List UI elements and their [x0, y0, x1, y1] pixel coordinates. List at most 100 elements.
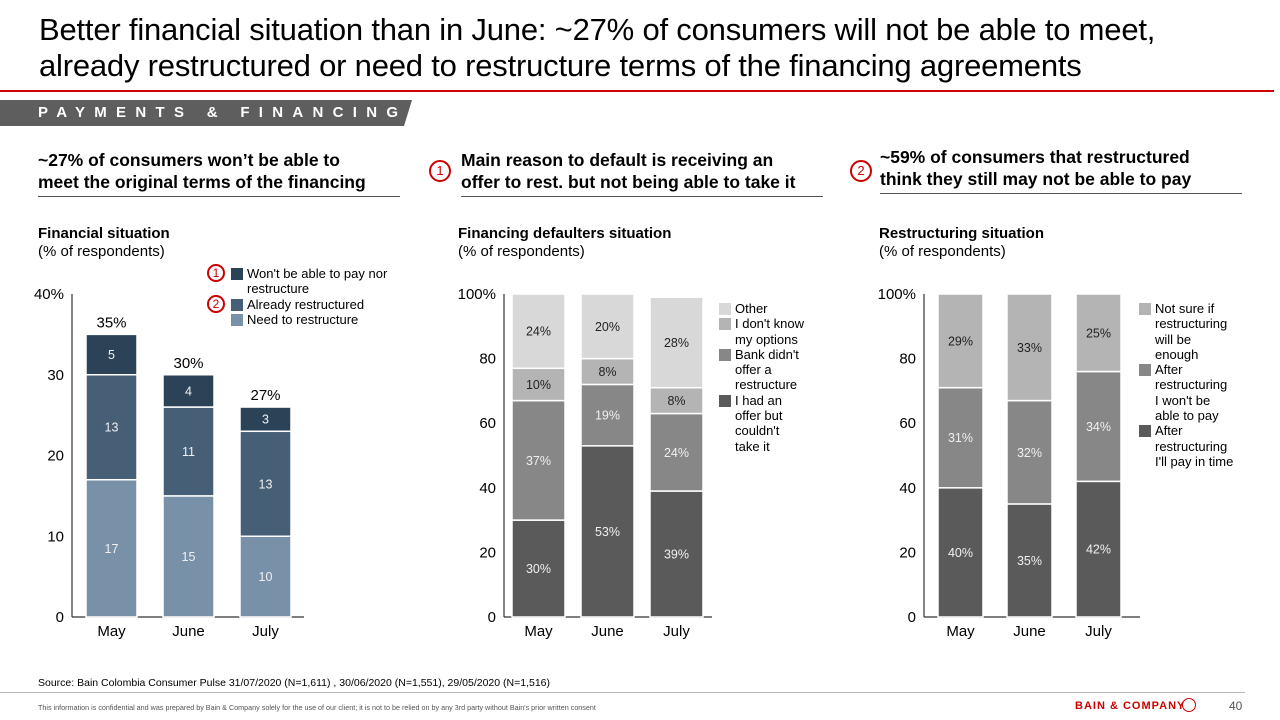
bar-segment [1006, 399, 1053, 505]
legend-item-wont-be-able: After restructuring I won't be able to p… [1139, 362, 1234, 423]
callout-badge-1: 1 [429, 160, 451, 182]
x-tick-label: July [1085, 623, 1112, 640]
legend-label: I don't know my options [735, 316, 804, 347]
bar-segment [937, 293, 984, 389]
bar-value-label: 15 [182, 550, 196, 564]
legend-item-had-offer: I had an offer but couldn't take it [719, 393, 804, 454]
bar-value-label: 8% [598, 365, 616, 379]
bar-value-label: 3 [262, 413, 269, 427]
panel-1-headline-line-2: meet the original terms of the financing [38, 172, 366, 192]
chart-3-title: Restructuring situation (% of respondent… [879, 225, 1044, 261]
legend-label: Need to restructure [247, 311, 359, 327]
bar-segment [937, 487, 984, 618]
bar-segment [1006, 293, 1053, 402]
bar-segment [239, 406, 292, 433]
legend-swatch [231, 268, 243, 280]
bar-segment [937, 386, 984, 489]
x-tick-label: July [252, 623, 279, 640]
bar-segment [511, 367, 566, 402]
bar-value-label: 24% [664, 446, 689, 460]
legend-swatch [719, 394, 731, 407]
bar-value-label: 39% [664, 548, 689, 562]
y-tick-label: 40 [899, 480, 916, 497]
y-tick-label: 60 [479, 415, 496, 432]
bar-segment [162, 374, 215, 408]
brand-logo-text: BAIN & COMPANY [1075, 700, 1186, 712]
chart-1-legend: 1 Won't be able to pay nor restructure 2… [207, 264, 411, 327]
bar-value-label: 28% [664, 336, 689, 350]
panel-1-headline: ~27% of consumers won’t be able to meet … [38, 149, 400, 197]
bar-segment [511, 399, 566, 521]
legend-swatch [719, 303, 731, 315]
bar-value-label: 34% [1086, 420, 1111, 434]
y-tick-label: 20 [47, 448, 64, 465]
bar-value-label: 13 [105, 421, 119, 435]
bar-value-label: 20% [595, 320, 620, 334]
chart-1-subtitle: (% of respondents) [38, 243, 165, 260]
chart-2-legend: Other I don't know my options Bank didn'… [719, 301, 804, 454]
x-tick-label: May [97, 623, 126, 640]
y-tick-label: 40% [34, 286, 64, 303]
legend-label: Other [735, 301, 768, 316]
legend-label: After restructuring I'll pay in time [1155, 423, 1234, 469]
bar-segment [85, 333, 138, 376]
legend-badge-2: 2 [207, 294, 225, 313]
callout-badge-2: 2 [850, 160, 872, 182]
bar-segment [649, 296, 704, 389]
bar-total-label: 35% [96, 314, 126, 331]
legend-swatch [231, 313, 243, 326]
legend-label: Bank didn't offer a restructure [735, 346, 799, 393]
chart-2-subtitle: (% of respondents) [458, 243, 585, 260]
bar-value-label: 40% [948, 546, 973, 560]
panel-2-headline: Main reason to default is receiving an o… [461, 149, 823, 197]
panel-3-headline: ~59% of consumers that restructured thin… [880, 146, 1242, 194]
bain-logo-icon [1182, 698, 1196, 712]
section-tag: PAYMENTS & FINANCING [0, 100, 412, 126]
x-tick-label: June [172, 623, 205, 640]
legend-item-other: Other [719, 301, 804, 316]
bar-value-label: 53% [595, 525, 620, 539]
legend-label: Not sure if restructuring will be enough [1155, 301, 1228, 362]
x-tick-label: June [1013, 623, 1046, 640]
bar-segment [580, 445, 635, 618]
x-tick-label: June [591, 623, 624, 640]
bar-value-label: 5 [108, 348, 115, 362]
bar-segment [1075, 370, 1122, 483]
panel-3-headline-line-1: ~59% of consumers that restructured [880, 147, 1190, 167]
bar-value-label: 13 [259, 477, 273, 491]
y-tick-label: 0 [488, 609, 496, 626]
bar-segment [85, 374, 138, 481]
legend-swatch [231, 298, 243, 311]
bar-value-label: 24% [526, 325, 551, 339]
bar-total-label: 27% [250, 387, 280, 404]
title-divider [0, 90, 1274, 92]
legend-label: After restructuring I won't be able to p… [1155, 362, 1228, 424]
legend-item-wont-pay: 1 Won't be able to pay nor restructure [207, 264, 411, 297]
source-note: Source: Bain Colombia Consumer Pulse 31/… [38, 677, 551, 689]
bar-value-label: 31% [948, 431, 973, 445]
legend-swatch [1139, 364, 1151, 377]
y-tick-label: 0 [56, 609, 64, 626]
y-tick-label: 0 [908, 609, 916, 626]
page-number: 40 [1229, 699, 1243, 713]
chart-3-legend: Not sure if restructuring will be enough… [1139, 301, 1234, 469]
bar-segment [649, 490, 704, 618]
panel-3-headline-line-2: think they still may not be able to pay [880, 169, 1192, 189]
bar-segment [162, 495, 215, 618]
legend-swatch [1139, 303, 1151, 315]
chart-2-title: Financing defaulters situation (% of res… [458, 225, 671, 261]
bar-value-label: 29% [948, 334, 973, 348]
bar-value-label: 37% [526, 454, 551, 468]
legend-label: Already restructured [247, 296, 365, 312]
chart-financing-defaulters: 0 20 40 60 80 100% 30% 37% 10% 24% May 53% 19% 8% 20% J… [458, 286, 712, 640]
y-tick-label: 60 [899, 415, 916, 432]
bar-value-label: 42% [1086, 543, 1111, 557]
bar-value-label: 25% [1086, 326, 1111, 340]
chart-2-title-text: Financing defaulters situation [458, 225, 672, 242]
slide-title: Better financial situation than in June:… [39, 12, 1155, 84]
bar-value-label: 10% [526, 378, 551, 392]
x-tick-label: May [946, 623, 975, 640]
y-tick-label: 100% [878, 286, 916, 303]
bar-value-label: 11 [182, 445, 195, 459]
chart-financial-situation: 0 10 20 30 40% 17 13 5 35% May 15 11 4 30% June 10 13 3 27… [34, 286, 304, 640]
